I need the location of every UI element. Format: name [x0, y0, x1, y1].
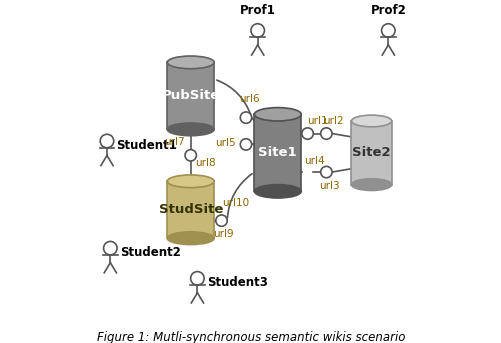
FancyArrowPatch shape: [216, 80, 250, 115]
Text: url8: url8: [194, 158, 215, 168]
Ellipse shape: [167, 56, 214, 69]
Text: PubSite: PubSite: [161, 90, 219, 102]
Bar: [254, 114, 301, 191]
Ellipse shape: [167, 123, 214, 136]
Text: url6: url6: [238, 94, 259, 104]
Circle shape: [185, 150, 196, 161]
Text: url3: url3: [319, 181, 339, 191]
Text: Student1: Student1: [116, 139, 177, 152]
Text: Prof1: Prof1: [239, 4, 275, 17]
Text: url2: url2: [322, 116, 343, 126]
Text: Figure 1: Mutli-synchronous semantic wikis scenario: Figure 1: Mutli-synchronous semantic wik…: [97, 331, 404, 343]
Ellipse shape: [351, 115, 391, 127]
Text: url1: url1: [307, 116, 328, 126]
Ellipse shape: [167, 232, 214, 245]
Text: Site2: Site2: [352, 146, 390, 159]
Bar: [167, 181, 214, 238]
Text: Prof2: Prof2: [370, 4, 405, 17]
Text: url7: url7: [164, 137, 184, 147]
Text: Student2: Student2: [120, 246, 180, 259]
Circle shape: [320, 166, 331, 178]
FancyArrowPatch shape: [227, 174, 252, 218]
Circle shape: [215, 215, 227, 226]
Ellipse shape: [254, 185, 301, 198]
Ellipse shape: [254, 108, 301, 121]
Bar: [351, 121, 391, 185]
Text: Site1: Site1: [258, 146, 297, 159]
Circle shape: [301, 128, 313, 139]
Bar: [167, 62, 214, 129]
Text: url9: url9: [212, 229, 233, 239]
Text: url4: url4: [304, 156, 325, 166]
Text: url5: url5: [215, 138, 235, 148]
Ellipse shape: [351, 179, 391, 190]
Text: url10: url10: [222, 198, 249, 208]
Text: StudSite: StudSite: [158, 203, 222, 216]
Text: Student3: Student3: [206, 276, 268, 289]
Circle shape: [240, 112, 251, 123]
Circle shape: [240, 139, 251, 150]
Ellipse shape: [167, 175, 214, 188]
Circle shape: [320, 128, 331, 139]
